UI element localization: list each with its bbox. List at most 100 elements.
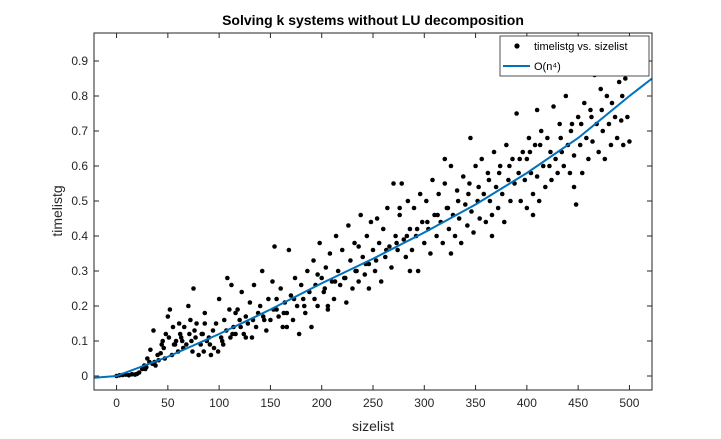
data-point: [460, 174, 466, 179]
data-point: [567, 170, 573, 176]
data-point: [520, 149, 526, 155]
data-point: [196, 352, 201, 358]
data-point: [177, 331, 183, 337]
y-tick-label: 0.5: [71, 194, 88, 208]
data-point: [176, 321, 182, 326]
data-point: [627, 139, 632, 144]
data-point: [394, 240, 399, 246]
data-point: [370, 247, 376, 253]
data-point: [241, 331, 247, 337]
data-point: [527, 149, 533, 155]
data-point: [540, 163, 546, 169]
data-point: [537, 142, 543, 148]
data-point: [568, 128, 574, 134]
data-point: [311, 258, 316, 263]
data-point: [181, 324, 187, 330]
data-point: [315, 303, 320, 309]
plot-marks: [94, 58, 652, 379]
data-point: [598, 86, 604, 92]
data-point: [493, 184, 499, 190]
data-point: [190, 349, 195, 354]
data-point: [192, 328, 197, 333]
data-point: [571, 184, 577, 190]
data-point: [571, 153, 577, 158]
data-point: [292, 275, 298, 281]
data-point: [575, 114, 581, 120]
chart-title: Solving k systems without LU decompositi…: [222, 12, 524, 28]
x-axis-ticks: 0 50 100 150 200 250 300 350 400 450 500: [113, 33, 640, 410]
data-point: [440, 240, 446, 246]
data-point: [489, 233, 495, 239]
data-point: [435, 212, 440, 218]
data-point: [337, 282, 343, 288]
data-point: [142, 366, 148, 372]
x-tick-label: 350: [466, 396, 486, 410]
data-point: [364, 233, 370, 239]
data-point: [194, 321, 199, 326]
y-tick-label: 0.3: [71, 264, 88, 278]
data-point: [522, 177, 528, 183]
data-point: [514, 111, 519, 116]
data-point: [387, 244, 392, 249]
data-point: [346, 223, 351, 228]
data-point: [290, 317, 296, 323]
data-point: [288, 293, 294, 298]
data-point: [424, 198, 429, 204]
y-tick-label: 0.8: [71, 89, 88, 103]
data-point: [227, 307, 232, 312]
data-point: [563, 93, 569, 99]
x-tick-label: 100: [209, 396, 229, 410]
y-tick-label: 0.9: [71, 54, 88, 68]
data-point: [161, 345, 167, 351]
data-point: [266, 296, 271, 302]
data-point: [612, 114, 618, 120]
data-point: [356, 244, 361, 249]
data-point: [608, 142, 614, 148]
data-point: [417, 191, 423, 197]
data-point: [193, 335, 198, 340]
data-point: [335, 268, 341, 274]
data-point: [243, 314, 249, 319]
data-point: [616, 79, 622, 85]
data-point: [454, 188, 460, 193]
data-point: [596, 149, 601, 155]
data-point: [471, 230, 476, 235]
data-point: [547, 163, 552, 169]
data-point: [425, 219, 430, 225]
data-point: [199, 331, 204, 337]
data-point: [333, 233, 339, 239]
legend-label-line: O(n⁴): [534, 61, 561, 73]
data-point: [211, 345, 217, 351]
data-point: [300, 296, 306, 302]
data-point: [590, 139, 595, 144]
data-point: [374, 216, 380, 221]
data-point: [485, 170, 491, 176]
data-point: [303, 310, 308, 316]
data-point: [397, 212, 402, 218]
data-point: [343, 275, 348, 281]
data-point: [530, 212, 536, 218]
data-point: [401, 237, 407, 242]
data-point: [518, 198, 524, 204]
data-point: [489, 212, 495, 218]
data-point: [602, 156, 608, 162]
data-point: [301, 303, 307, 309]
data-point: [268, 317, 273, 323]
data-point: [202, 321, 208, 326]
data-point: [407, 268, 413, 274]
data-point: [599, 107, 605, 113]
data-point: [264, 328, 269, 333]
data-point: [160, 338, 166, 344]
data-point: [588, 107, 593, 113]
data-point: [573, 202, 579, 207]
data-point: [403, 254, 409, 260]
data-point: [368, 219, 374, 225]
data-point: [259, 268, 265, 274]
data-point: [225, 275, 230, 281]
data-point: [436, 191, 441, 197]
data-point: [415, 268, 421, 274]
data-point: [606, 121, 612, 127]
data-point: [551, 104, 556, 109]
data-point: [604, 93, 610, 99]
data-point: [391, 181, 396, 186]
